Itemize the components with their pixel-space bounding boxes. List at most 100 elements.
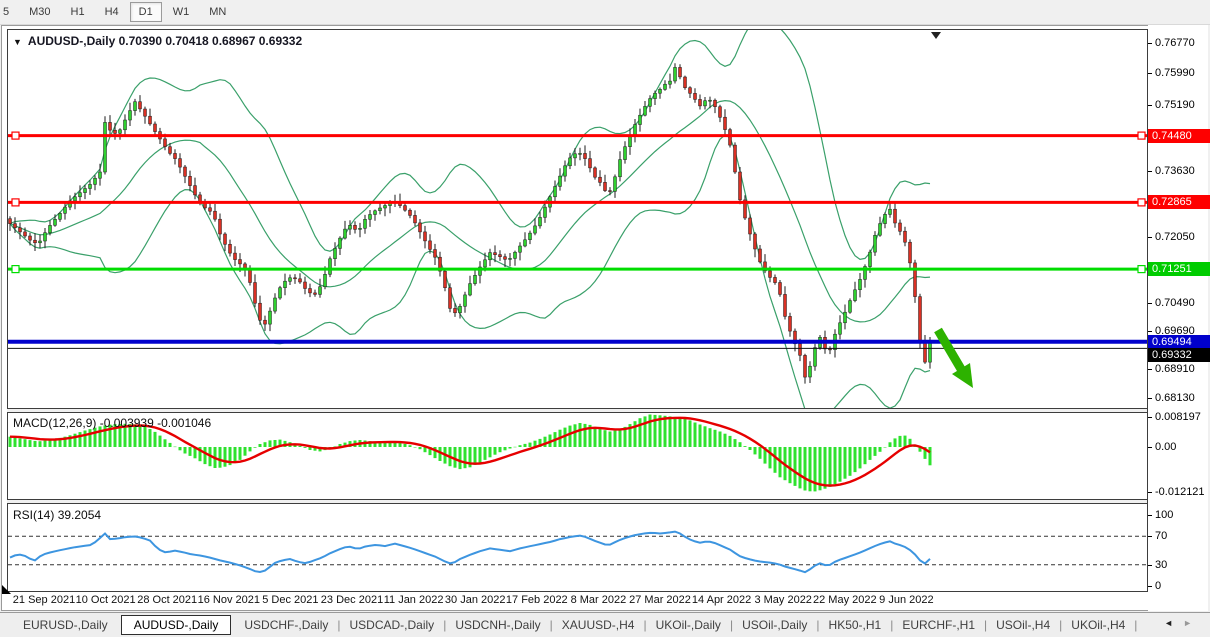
chart-title: ▼ AUDUSD-,Daily 0.70390 0.70418 0.68967 0… [13,34,302,48]
timeframe-button-h1[interactable]: H1 [70,6,85,18]
chart-collapse-icon[interactable]: ▼ [13,37,22,47]
tab-divider: | [1134,618,1138,632]
macd-tick-label: 0.00 [1148,441,1176,453]
chart-tab-eurusd-daily[interactable]: EURUSD-,Daily [23,618,108,632]
timeframe-button-d1[interactable]: D1 [129,2,162,22]
chart-tab-eurchf-h1[interactable]: EURCHF-,H1 [902,618,976,632]
x-axis-label: 22 May 2022 [812,594,877,606]
tab-divider: | [643,618,647,632]
price-tick-label: 0.69690 [1148,325,1195,337]
timeframe-button-5[interactable]: 5 [3,6,10,18]
x-axis-label: 3 May 2022 [754,594,812,606]
chart-ohlc-values: 0.70390 0.70418 0.68967 0.69332 [118,34,303,48]
macd-label: MACD(12,26,9) -0.003939 -0.001046 [13,416,212,430]
rsi-tick-label: 0 [1148,580,1161,592]
timeframe-button-h4[interactable]: H4 [104,6,119,18]
x-axis-label: 11 Jan 2022 [383,594,444,606]
candles [8,63,932,384]
rsi-line [9,530,931,574]
rsi-tick-label: 30 [1148,559,1167,571]
price-scale[interactable]: 0.76770 0.75990 0.75190 0.73630 0.72050 0.704… [1148,25,1210,611]
x-axis-label: 14 Apr 2022 [691,594,752,606]
chart-tab-usdchf-daily[interactable]: USDCHF-,Daily [244,618,329,632]
panel-splitter[interactable] [7,409,1148,412]
price-tick-label: 0.75990 [1148,67,1195,79]
x-axis-label: 10 Oct 2021 [75,594,136,606]
x-axis-label: 17 Feb 2022 [505,594,568,606]
tabbar-scroll-left-icon[interactable]: ◄ [1164,618,1184,628]
down-arrow-object[interactable] [934,327,965,372]
tab-divider: | [1059,618,1063,632]
macd-panel [7,412,1148,500]
tab-divider: | [890,618,894,632]
line-anchor-handle[interactable] [11,131,20,140]
panel-splitter[interactable] [7,500,1148,503]
chart-tab-usdcad-daily[interactable]: USDCAD-,Daily [349,618,435,632]
rsi-tick-label: 70 [1148,530,1167,542]
main-chart-panel [7,29,1148,409]
chart-shift-marker[interactable] [931,32,941,39]
x-axis-label: 28 Oct 2021 [137,594,198,606]
price-tick-label: 0.68130 [1148,392,1195,404]
x-axis-label: 21 Sep 2021 [12,594,76,606]
price-tick-label: 0.72050 [1148,231,1195,243]
macd-tick-label: -0.012121 [1148,486,1205,498]
subwindow-resize-grip[interactable] [2,585,11,594]
x-axis-label: 27 Mar 2022 [629,594,691,606]
macd-values: -0.003939 -0.001046 [99,416,212,430]
x-axis-label: 30 Jan 2022 [444,594,506,606]
x-axis-label: 23 Dec 2021 [320,594,384,606]
line-anchor-handle[interactable] [1137,131,1146,140]
chart-tab-usdcnh-daily[interactable]: USDCNH-,Daily [455,618,541,632]
chart-symbol-label: AUDUSD-,Daily [27,34,116,48]
tab-divider: | [443,618,447,632]
rsi-label: RSI(14) 39.2054 [13,508,102,522]
price-tick-label: 0.70490 [1148,297,1195,309]
chart-tab-audusd-daily[interactable]: AUDUSD-,Daily [120,615,232,635]
tabbar-scroll-right-icon[interactable]: ► [1183,618,1202,628]
time-axis[interactable]: 21 Sep 2021 10 Oct 2021 28 Oct 2021 16 Nov … [8,594,1147,610]
chart-tab-usoil-h4[interactable]: USOil-,H4 [996,618,1051,632]
timeframe-toolbar: 5 M30 H1 H4 D1 W1 MN [0,0,1210,25]
tab-divider: | [816,618,820,632]
tab-divider: | [729,618,734,632]
tab-divider: | [549,618,553,632]
main-chart-canvas [8,30,1147,408]
macd-tick-label: 0.008197 [1148,411,1201,423]
price-tick-label: 0.73630 [1148,165,1195,177]
price-tick-label: 0.75190 [1148,99,1195,111]
rsi-tick-label: 100 [1148,509,1173,521]
macd-canvas [8,414,932,492]
timeframe-button-mn[interactable]: MN [209,6,227,18]
line-anchor-handle[interactable] [11,265,20,274]
tab-divider: | [337,618,341,632]
tab-divider: | [984,618,988,632]
chart-tab-usoil-daily[interactable]: USOil-,Daily [742,618,808,632]
line-anchor-handle[interactable] [1137,265,1146,274]
price-level-badge: 0.71251 [1148,262,1210,276]
line-anchor-handle[interactable] [1137,198,1146,207]
chart-tab-ukoil-h4[interactable]: UKOil-,H4 [1071,618,1126,632]
rsi-value: 39.2054 [57,508,102,522]
line-anchor-handle[interactable] [11,198,20,207]
down-arrow-head[interactable] [952,363,973,388]
price-tick-label: 0.76770 [1148,37,1195,49]
chart-tab-ukoil-daily[interactable]: UKOil-,Daily [655,618,721,632]
x-axis-label: 9 Jun 2022 [879,594,934,606]
x-axis-label: 5 Dec 2021 [262,594,319,606]
price-level-badge: 0.69494 [1148,335,1210,349]
timeframe-button-w1[interactable]: W1 [172,6,190,18]
tabbar-scroll-arrows: ◄► [1164,618,1202,628]
x-axis-label: 8 Mar 2022 [570,594,627,606]
price-level-badge: 0.74480 [1148,129,1210,143]
chart-tab-bar: EURUSD-,Daily AUDUSD-,Daily USDCHF-,Daily |… [0,612,1210,637]
timeframe-button-m30[interactable]: M30 [29,6,51,18]
bollinger-bands [9,30,931,408]
macd-signal-line [9,416,931,487]
price-level-badge: 0.69332 [1148,348,1210,362]
chart-tab-hk50-h1[interactable]: HK50-,H1 [828,618,882,632]
x-axis-label: 16 Nov 2021 [197,594,260,606]
chart-tab-xauusd-h4[interactable]: XAUUSD-,H4 [561,618,635,632]
price-level-badge: 0.72865 [1148,195,1210,209]
